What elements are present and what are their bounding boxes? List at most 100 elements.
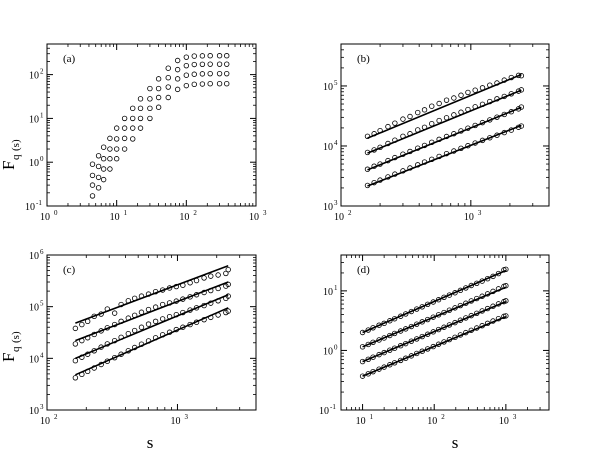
x-tick-exponent: 3 (263, 209, 267, 217)
data-point (216, 70, 223, 77)
data-point (403, 355, 409, 361)
data-point (207, 61, 213, 67)
data-point (173, 283, 180, 290)
data-point (392, 171, 398, 177)
fit-line (75, 307, 229, 376)
data-point (191, 81, 197, 88)
data-point (201, 316, 207, 323)
data-point (424, 301, 431, 307)
data-point (371, 147, 377, 153)
data-point (95, 153, 102, 159)
data-point (403, 326, 409, 332)
data-point (159, 332, 166, 338)
data-point (113, 136, 120, 142)
x-tick-exponent: 2 (193, 209, 197, 217)
data-point (225, 281, 231, 288)
data-point (159, 287, 166, 293)
data-point (400, 151, 406, 157)
plot-frame (340, 43, 550, 207)
data-point (377, 177, 383, 183)
data-point (79, 321, 85, 328)
data-point (121, 125, 128, 131)
data-point (458, 145, 464, 151)
data-point (408, 323, 415, 330)
data-point (173, 326, 180, 333)
data-point (113, 146, 120, 152)
data-point (371, 179, 377, 186)
data-point (407, 148, 413, 155)
data-point (111, 310, 118, 316)
data-point (152, 335, 159, 341)
x-tick-label: 10 (334, 212, 344, 223)
data-point (174, 66, 181, 73)
data-point (446, 292, 453, 298)
data-point (468, 282, 474, 289)
data-point (215, 298, 221, 304)
data-point (430, 329, 436, 335)
data-point (472, 140, 478, 146)
data-point (364, 182, 371, 189)
data-point (495, 301, 502, 307)
data-point (400, 168, 406, 174)
data-point (435, 326, 442, 333)
fit-line (367, 73, 522, 139)
y-tick-exponent: 0 (334, 343, 338, 351)
data-point (118, 351, 124, 357)
data-point (199, 71, 206, 77)
data-point (463, 285, 469, 291)
data-point (414, 350, 420, 357)
data-point (216, 53, 223, 59)
data-point (443, 133, 450, 140)
data-point (518, 104, 525, 110)
data-point (224, 70, 230, 77)
y-tick-exponent: 4 (334, 139, 338, 147)
x-tick-exponent: 1 (124, 209, 128, 217)
data-point (381, 335, 387, 341)
data-point (435, 312, 442, 318)
data-point (501, 93, 507, 100)
data-point (508, 74, 515, 81)
y-tick-label: 10 (319, 406, 329, 417)
y-tick-exponent: 3 (40, 403, 44, 411)
data-point (436, 117, 442, 124)
data-point (376, 337, 382, 343)
data-point (463, 300, 469, 306)
data-point (446, 336, 453, 343)
x-tick-exponent: 1 (370, 413, 374, 421)
x-tick-label: 10 (110, 212, 120, 223)
x-tick-label: 10 (40, 416, 50, 427)
data-point (107, 156, 113, 162)
data-point (387, 347, 393, 353)
data-point (147, 96, 153, 102)
data-point (180, 309, 186, 316)
data-point (495, 315, 502, 322)
data-point (376, 322, 382, 328)
data-point (479, 101, 486, 107)
data-point (400, 116, 406, 122)
data-point (407, 131, 413, 137)
data-point (472, 122, 478, 129)
data-point (193, 292, 200, 298)
data-point (415, 109, 421, 116)
data-point (376, 366, 382, 372)
data-point (472, 87, 478, 93)
data-point (147, 85, 153, 92)
data-point (430, 299, 436, 305)
data-point (191, 71, 197, 77)
x-axis-title-left: s (147, 433, 154, 452)
x-tick-label: 10 (40, 212, 50, 223)
data-point (199, 81, 206, 87)
data-point (174, 57, 181, 64)
data-point (385, 123, 391, 130)
x-tick-label: 10 (499, 416, 509, 427)
data-point (145, 321, 152, 327)
x-tick-exponent: 2 (54, 413, 58, 421)
data-point (183, 82, 190, 89)
data-point (152, 304, 159, 310)
panel-label: (c) (63, 264, 76, 276)
data-point (457, 287, 464, 294)
y-tick-label: 10 (323, 82, 333, 93)
data-point (484, 291, 491, 297)
data-point (100, 156, 107, 162)
data-point (216, 61, 223, 67)
